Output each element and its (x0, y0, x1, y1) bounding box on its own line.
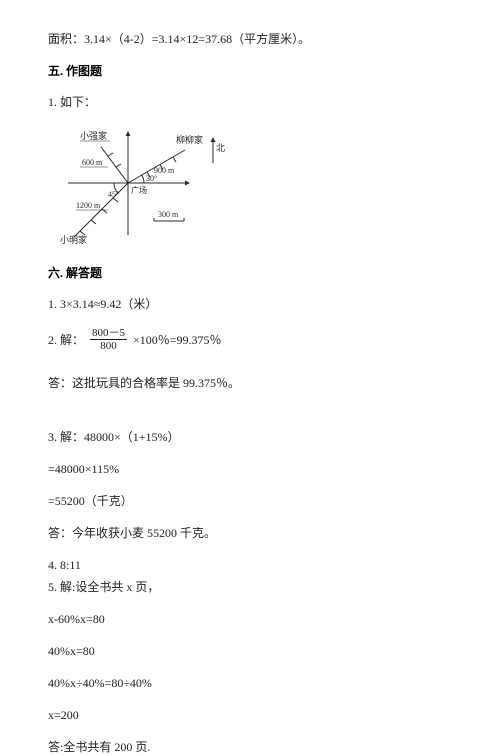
svg-text:小强家: 小强家 (80, 130, 107, 141)
q6-2-prefix: 2. 解： (48, 331, 84, 349)
fraction-numerator: 800－5 (90, 327, 127, 340)
svg-text:1200 m: 1200 m (76, 201, 101, 210)
svg-text:柳柳家: 柳柳家 (176, 134, 203, 145)
q6-5-line2: x-60%x=80 (48, 610, 452, 628)
section-6-heading: 六. 解答题 (48, 264, 452, 281)
q6-2: 2. 解： 800－5 800 ×100％=99.375％ (48, 327, 452, 352)
section-5-heading: 五. 作图题 (48, 62, 452, 79)
svg-text:45°: 45° (108, 190, 119, 199)
q6-1: 1. 3×3.14≈9.42（米） (48, 295, 452, 313)
q6-5-answer: 答:全书共有 200 页. (48, 738, 452, 756)
q6-3-answer: 答：今年收获小麦 55200 千克。 (48, 524, 452, 542)
direction-diagram: 北 小强家 柳柳家 小明家 广场 600 m 900 m 1200 m 30° … (58, 125, 452, 250)
q6-5-line5: x=200 (48, 706, 452, 724)
q6-5-line3: 40%x=80 (48, 642, 452, 660)
svg-text:30°: 30° (146, 174, 157, 183)
svg-text:北: 北 (216, 143, 225, 153)
q6-2-fraction: 800－5 800 (90, 327, 127, 352)
q6-2-answer: 答：这批玩具的合格率是 99.375％。 (48, 374, 452, 392)
q6-5-line4: 40%x÷40%=80÷40% (48, 674, 452, 692)
q6-2-suffix: ×100％=99.375％ (133, 331, 222, 349)
q6-4: 4. 8:11 (48, 556, 452, 574)
q6-3-line2: =48000×115% (48, 460, 452, 478)
q6-3-line3: =55200（千克） (48, 492, 452, 510)
svg-text:600 m: 600 m (82, 158, 103, 167)
q5-1-text: 1. 如下： (48, 93, 452, 111)
svg-text:小明家: 小明家 (60, 234, 87, 245)
svg-text:广场: 广场 (131, 185, 147, 195)
fraction-denominator: 800 (90, 340, 127, 352)
q6-3-line1: 3. 解：48000×（1+15%） (48, 428, 452, 446)
q6-5-line1: 5. 解:设全书共 x 页， (48, 578, 452, 596)
svg-text:300 m: 300 m (158, 210, 179, 219)
area-calculation: 面积：3.14×（4-2）=3.14×12=37.68（平方厘米）。 (48, 30, 452, 48)
